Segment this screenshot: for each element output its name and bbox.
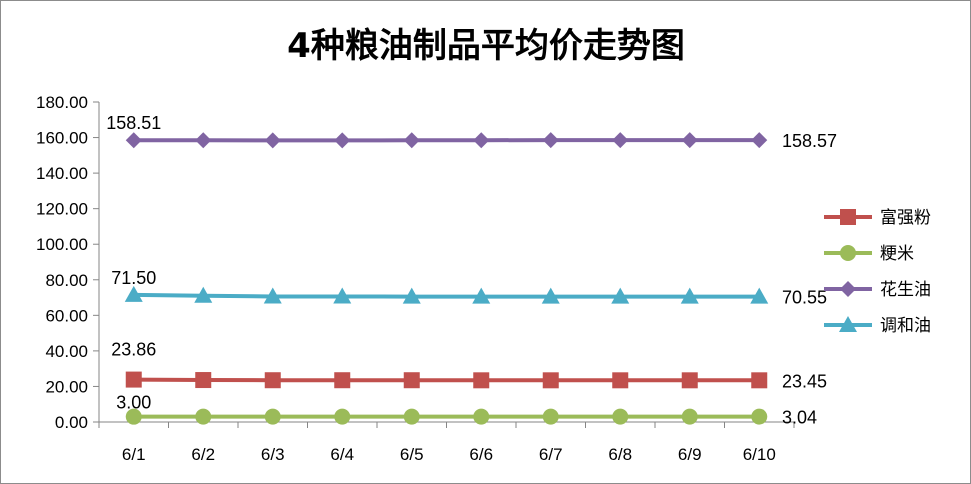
- legend-swatch-marker: [840, 209, 856, 225]
- series-point: [680, 287, 699, 304]
- x-tick-label: 6/10: [743, 445, 776, 464]
- x-tick-label: 6/6: [469, 445, 493, 464]
- series-point: [751, 132, 768, 149]
- series-point: [681, 372, 698, 389]
- series-point: [612, 132, 629, 149]
- data-label-first: 3.00: [116, 393, 151, 413]
- series-point: [403, 408, 420, 425]
- series-point: [751, 372, 768, 389]
- y-tick-label: 160.00: [36, 129, 88, 148]
- series-point: [334, 372, 351, 389]
- series-point: [403, 372, 420, 389]
- series-point: [195, 408, 212, 425]
- series-point: [195, 132, 212, 149]
- data-labels: 23.86 23.45 3.00 3.04 158.51 158.57 71.50 70.55: [106, 113, 837, 427]
- series-point: [542, 408, 559, 425]
- chart-title: 4种粮油制品平均价走势图: [287, 26, 685, 66]
- x-tick-label: 6/1: [122, 445, 146, 464]
- series-point: [681, 408, 698, 425]
- series-point: [334, 132, 351, 149]
- series-2: [125, 408, 768, 425]
- legend-label: 花生油: [880, 280, 931, 300]
- series-line: [133, 377, 760, 383]
- legend-item: 调和油: [824, 316, 931, 336]
- legend-label: 调和油: [880, 316, 931, 336]
- series-point: [473, 408, 490, 425]
- series-point: [612, 408, 629, 425]
- data-label-last: 158.57: [782, 131, 837, 151]
- y-tick-label: 20.00: [45, 377, 88, 396]
- y-tick-label: 140.00: [36, 164, 88, 183]
- series-line: [133, 292, 760, 299]
- legend-label: 富强粉: [880, 208, 931, 228]
- series-point: [472, 287, 491, 304]
- data-label-first: 71.50: [111, 268, 156, 288]
- series-point: [542, 372, 559, 389]
- y-tick-label: 80.00: [45, 271, 88, 290]
- series-point: [402, 287, 421, 304]
- legend-swatch-marker: [840, 245, 856, 261]
- x-tick-label: 6/4: [330, 445, 354, 464]
- y-tick-label: 180.00: [36, 93, 88, 112]
- legend-item: 粳米: [824, 244, 914, 264]
- series-point: [681, 132, 698, 149]
- x-tick-label: 6/7: [539, 445, 563, 464]
- series-point: [473, 372, 490, 389]
- series-point: [333, 287, 352, 304]
- axes: 0.00 20.00 40.00 60.00 80.00 100.00 120.00 140.…: [36, 93, 795, 464]
- y-tick-label: 120.00: [36, 200, 88, 219]
- series-1: [125, 371, 768, 389]
- data-label-last: 23.45: [782, 371, 827, 391]
- series-point: [125, 408, 142, 425]
- series-point: [194, 286, 213, 303]
- series-point: [263, 287, 282, 304]
- legend-item: 花生油: [824, 280, 931, 300]
- legend-swatch-marker: [839, 316, 857, 332]
- series-point: [264, 372, 281, 389]
- y-tick-label: 100.00: [36, 235, 88, 254]
- series-layer: [124, 132, 769, 425]
- data-label-first: 158.51: [106, 113, 161, 133]
- y-tick-label: 40.00: [45, 342, 88, 361]
- series-point: [542, 132, 559, 149]
- series-point: [125, 371, 142, 388]
- x-tick-label: 6/9: [678, 445, 702, 464]
- y-tick-label: 0.00: [55, 413, 88, 432]
- series-point: [473, 132, 490, 149]
- legend-item: 富强粉: [824, 208, 931, 228]
- series-point: [124, 285, 143, 302]
- series-point: [751, 408, 768, 425]
- x-tick-label: 6/5: [400, 445, 424, 464]
- series-point: [125, 132, 142, 149]
- series-point: [195, 372, 212, 389]
- x-tick-label: 6/2: [191, 445, 215, 464]
- series-point: [264, 132, 281, 149]
- series-point: [541, 287, 560, 304]
- series-point: [264, 408, 281, 425]
- legend-swatch-marker: [840, 281, 856, 297]
- x-tick-label: 6/8: [608, 445, 632, 464]
- legend-label: 粳米: [880, 244, 914, 264]
- series-point: [403, 132, 420, 149]
- series-3: [125, 132, 768, 149]
- x-tick-label: 6/3: [261, 445, 285, 464]
- y-tick-label: 60.00: [45, 306, 88, 325]
- series-point: [612, 372, 629, 389]
- data-label-first: 23.86: [111, 340, 156, 360]
- series-point: [750, 287, 769, 304]
- data-label-last: 70.55: [782, 288, 827, 308]
- data-label-last: 3.04: [782, 408, 817, 428]
- series-point: [611, 287, 630, 304]
- series-4: [124, 285, 769, 304]
- series-point: [334, 408, 351, 425]
